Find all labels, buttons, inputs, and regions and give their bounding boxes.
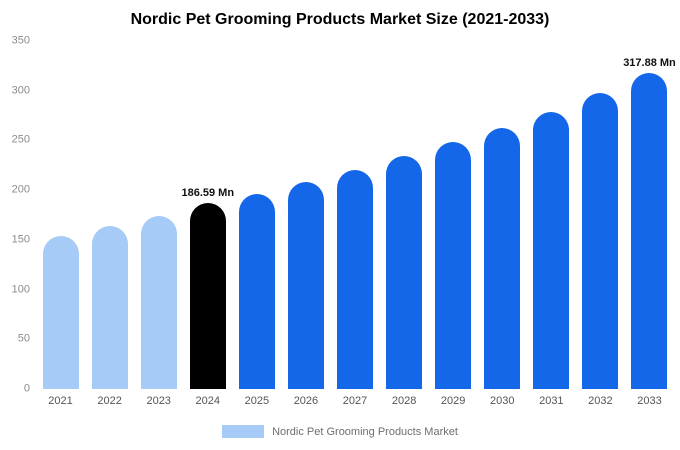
bar-2027 (337, 170, 373, 389)
x-label-2032: 2032 (588, 395, 613, 407)
bar-slot-2029 (429, 41, 478, 389)
x-label-2027: 2027 (342, 395, 368, 407)
x-label-2029: 2029 (440, 395, 466, 407)
bar-2031 (533, 111, 570, 389)
bar-slot-2022 (85, 41, 134, 389)
y-tick-0: 0 (23, 382, 30, 395)
x-label-2031: 2031 (539, 395, 564, 407)
y-tick-100: 100 (11, 283, 30, 296)
bar-slot-2023 (134, 41, 183, 389)
bar-slot-2030 (478, 41, 527, 389)
y-axis: 0 50 100 150 200 250 300 350 (6, 35, 36, 394)
y-tick-300: 300 (11, 84, 30, 97)
bar-2021 (42, 235, 79, 389)
y-tick-200: 200 (11, 183, 30, 196)
bar-2022 (91, 225, 128, 389)
x-label-2025: 2025 (244, 395, 270, 407)
bar-2033 (631, 72, 668, 389)
bar-2032 (582, 92, 619, 389)
bar-value-label-2024: 186.59 Mn (181, 187, 235, 200)
legend-swatch-icon (222, 425, 265, 438)
chart-title: Nordic Pet Grooming Products Market Size… (130, 11, 550, 28)
legend-label: Nordic Pet Grooming Products Market (272, 425, 458, 438)
bar-2030 (484, 127, 521, 389)
bar-2026 (287, 182, 324, 389)
bar-slot-2026 (281, 41, 330, 389)
y-tick-250: 250 (11, 133, 30, 146)
y-tick-350: 350 (11, 34, 30, 47)
bar-2029 (435, 142, 472, 389)
bar-slot-2032 (576, 41, 625, 389)
x-label-2022: 2022 (97, 395, 122, 407)
legend: Nordic Pet Grooming Products Market (0, 425, 680, 438)
x-label-2033: 2033 (637, 395, 662, 407)
x-label-2028: 2028 (391, 395, 417, 407)
bar-2028 (386, 156, 423, 389)
x-label-2023: 2023 (146, 395, 171, 407)
y-tick-50: 50 (17, 332, 30, 345)
bar-2024 (189, 203, 226, 389)
bar-slot-2027 (330, 41, 379, 389)
x-label-2030: 2030 (490, 395, 515, 407)
bar-slot-2025 (232, 41, 281, 389)
x-label-2024: 2024 (195, 395, 221, 407)
bar-slot-2031 (527, 41, 576, 389)
x-axis: 2021 2022 2023 2024 2025 2026 2027 2028 2029 2030… (36, 395, 674, 407)
plot-wrap: 0 50 100 150 200 250 300 350 186.59 Mn 317.88 Mn (6, 35, 676, 394)
bar-2023 (140, 216, 177, 389)
plot-area: 186.59 Mn 317.88 Mn (36, 41, 676, 389)
bar-slot-2028 (380, 41, 429, 389)
x-label-2026: 2026 (293, 395, 319, 407)
bar-slot-2024: 186.59 Mn (181, 41, 235, 389)
y-tick-150: 150 (11, 233, 30, 246)
x-label-2021: 2021 (48, 395, 73, 407)
bar-value-label-2033: 317.88 Mn (623, 56, 676, 69)
bar-2025 (238, 194, 275, 389)
bar-slot-2021 (36, 41, 85, 389)
bar-slot-2033: 317.88 Mn (623, 41, 676, 389)
